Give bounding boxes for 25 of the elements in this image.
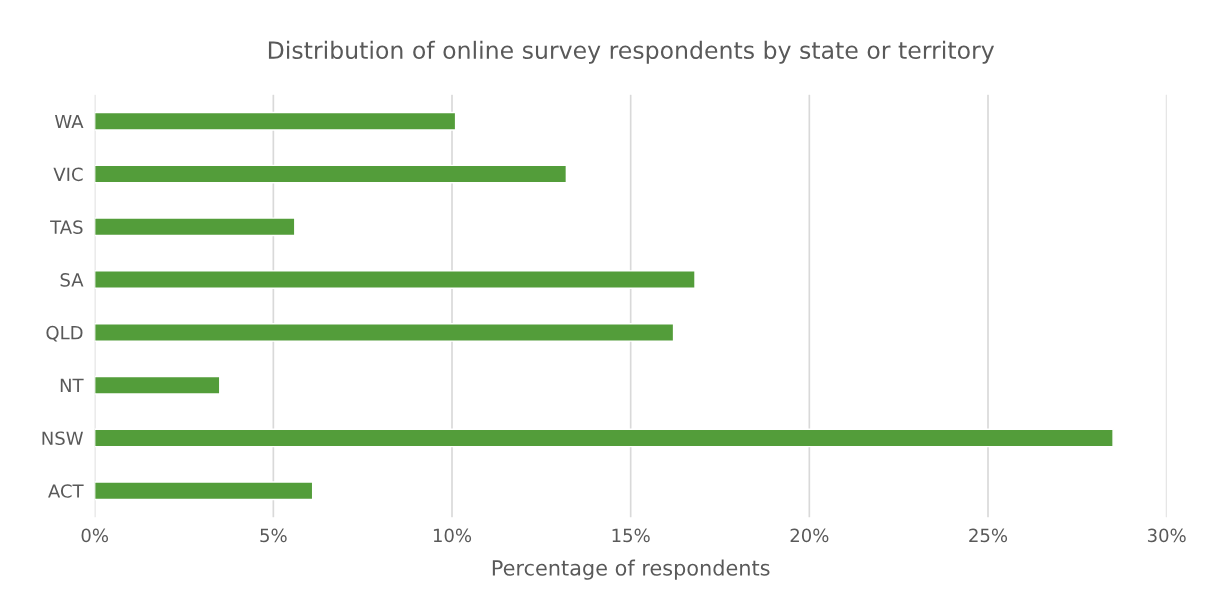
x-tick-label: 30% — [1147, 528, 1186, 543]
y-tick-label: VIC — [53, 167, 83, 182]
y-tick-label: TAS — [50, 220, 83, 234]
y-tick-label: ACT — [48, 484, 84, 498]
bar — [94, 375, 221, 395]
y-tick-label: WA — [54, 114, 84, 129]
y-tick-label: SA — [60, 273, 84, 287]
bar — [94, 428, 1114, 448]
x-tick-label: 25% — [969, 528, 1008, 543]
x-axis-title: Percentage of respondents — [492, 559, 770, 580]
y-tick-label: QLD — [46, 325, 83, 342]
bar — [94, 111, 457, 131]
y-tick-label: NSW — [42, 431, 83, 446]
x-tick-label: 20% — [790, 528, 829, 543]
x-tick-label: 10% — [433, 528, 472, 543]
chart-title: Distribution of online survey respondents by state or territory — [268, 40, 995, 64]
bar — [94, 322, 675, 342]
bar — [94, 217, 296, 237]
x-tick-label: 5% — [260, 528, 287, 543]
bar — [94, 270, 696, 290]
x-tick-label: 0% — [81, 528, 109, 543]
x-tick-label: 15% — [612, 528, 650, 543]
bar — [94, 481, 314, 501]
bar — [94, 164, 568, 184]
y-tick-label: NT — [60, 378, 84, 393]
